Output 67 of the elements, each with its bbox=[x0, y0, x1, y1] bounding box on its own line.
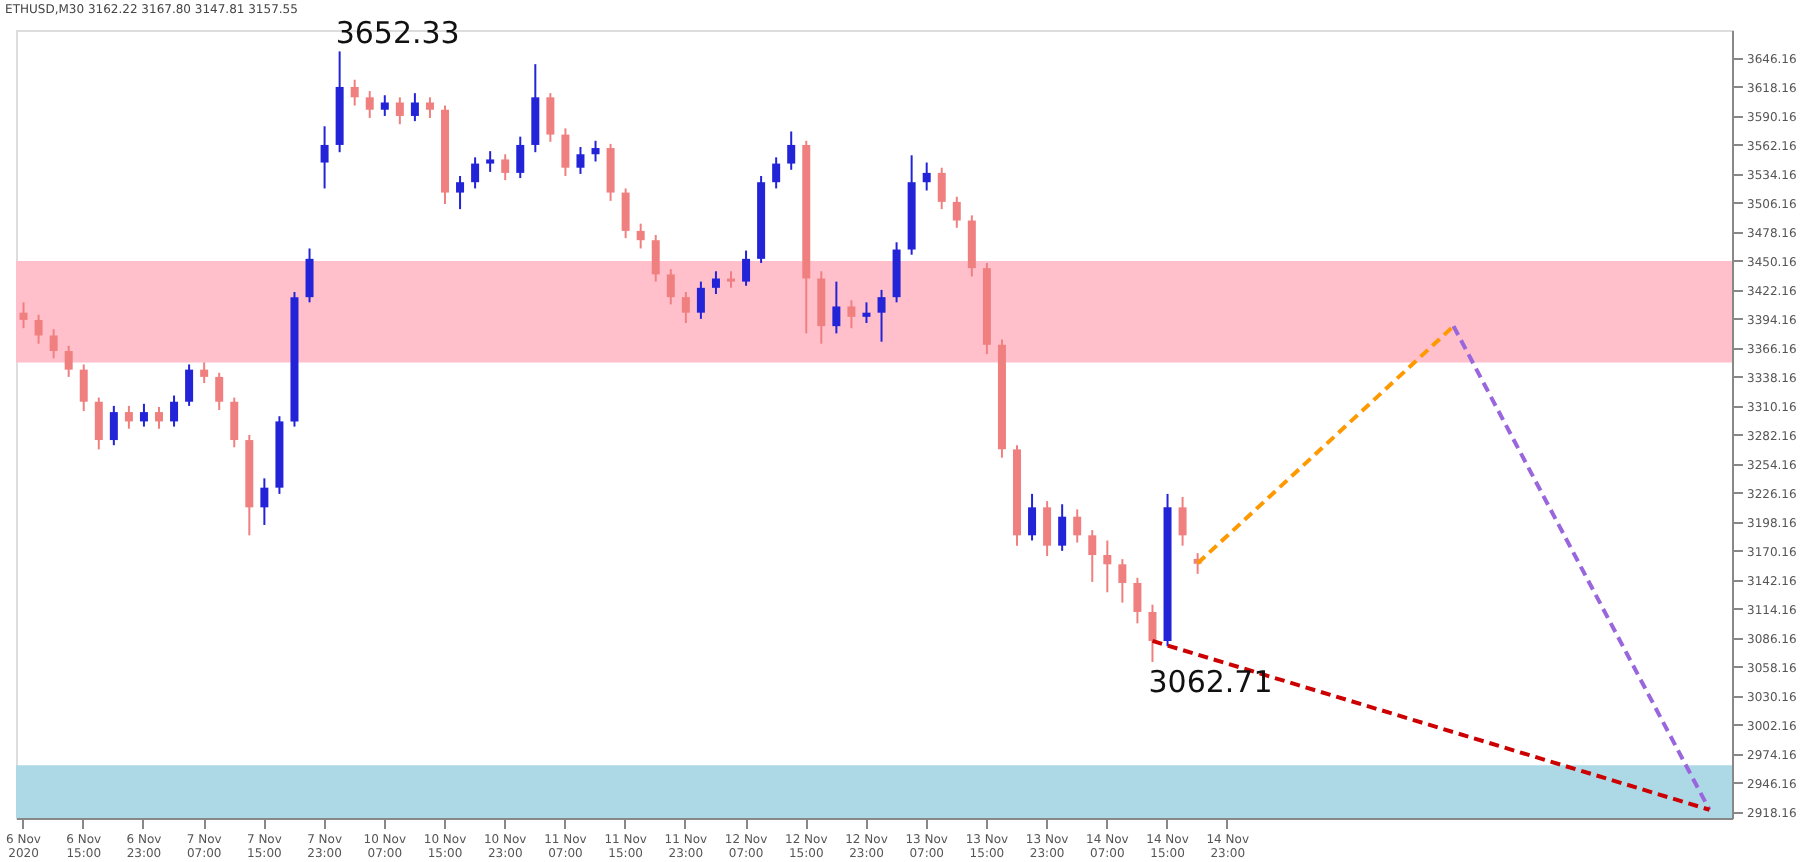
candlestick bbox=[832, 280, 841, 335]
candlestick bbox=[305, 247, 314, 304]
candlestick bbox=[49, 328, 58, 360]
candlestick bbox=[1058, 503, 1067, 552]
candlestick bbox=[877, 288, 886, 343]
annotation: 3062.71 bbox=[1148, 663, 1273, 700]
candlestick bbox=[1028, 492, 1037, 542]
candlestick bbox=[260, 477, 269, 526]
candlestick bbox=[666, 268, 675, 306]
candlestick bbox=[109, 404, 118, 447]
candlestick bbox=[486, 150, 495, 173]
candlestick bbox=[1073, 508, 1082, 544]
candlestick bbox=[1133, 576, 1142, 625]
candlestick bbox=[170, 394, 179, 428]
candlestick bbox=[124, 404, 133, 430]
candlestick bbox=[531, 63, 540, 154]
candlestick bbox=[922, 161, 931, 192]
candlestick bbox=[139, 402, 148, 428]
candlestick bbox=[847, 299, 856, 330]
candlestick bbox=[696, 280, 705, 320]
candlestick bbox=[94, 396, 103, 451]
candlestick bbox=[365, 90, 374, 120]
candlestick bbox=[711, 270, 720, 296]
candlestick bbox=[410, 92, 419, 123]
candlestick bbox=[681, 290, 690, 325]
candlestick bbox=[576, 146, 585, 175]
candlestick bbox=[1118, 558, 1127, 604]
candlestick bbox=[546, 92, 555, 143]
candlestick bbox=[937, 166, 946, 211]
candlestick bbox=[636, 222, 645, 250]
candlestick bbox=[501, 153, 510, 182]
candlestick bbox=[155, 405, 163, 430]
candlestick bbox=[200, 361, 209, 385]
annotation: 3652.33 bbox=[335, 15, 460, 52]
candlestick bbox=[952, 195, 961, 229]
candlestick bbox=[772, 156, 781, 190]
candlestick bbox=[621, 187, 630, 240]
candlestick bbox=[395, 96, 404, 126]
candlestick bbox=[34, 313, 43, 345]
candlestick bbox=[471, 156, 480, 190]
candlestick bbox=[516, 135, 525, 180]
candlestick bbox=[862, 301, 871, 325]
candlestick bbox=[230, 396, 239, 449]
candlestick bbox=[215, 371, 224, 412]
candlestick bbox=[1178, 496, 1187, 547]
candlestick bbox=[967, 214, 976, 278]
candlestick bbox=[185, 363, 194, 407]
candlestick bbox=[19, 301, 28, 330]
candlestick bbox=[651, 234, 660, 283]
candlestick bbox=[1148, 603, 1157, 663]
candlestick bbox=[606, 142, 615, 202]
candlestick bbox=[425, 96, 434, 120]
candlestick bbox=[892, 241, 901, 304]
candlestick bbox=[1043, 500, 1052, 558]
candlestick bbox=[380, 94, 389, 117]
candlestick bbox=[1103, 539, 1112, 594]
candlestick bbox=[1088, 529, 1097, 583]
candlestick bbox=[456, 175, 465, 211]
candlestick bbox=[79, 363, 88, 413]
candlestick bbox=[350, 78, 359, 107]
candlestick bbox=[817, 270, 826, 345]
candlestick bbox=[591, 139, 600, 163]
candlestick bbox=[561, 127, 570, 177]
candlestick bbox=[320, 125, 329, 190]
candlestick bbox=[787, 130, 796, 171]
candlestick bbox=[742, 249, 751, 287]
candlestick bbox=[64, 344, 73, 378]
